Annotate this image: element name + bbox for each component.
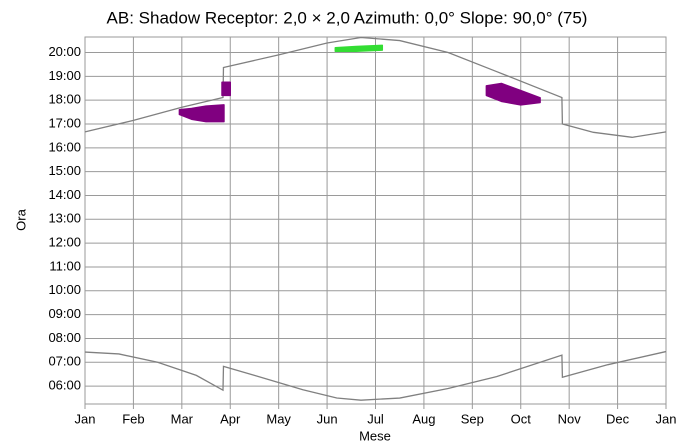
y-tick-label: 16:00: [48, 139, 81, 154]
x-tick-label: Nov: [558, 411, 582, 426]
y-tick-label: 13:00: [48, 211, 81, 226]
x-tick-label: Aug: [412, 411, 435, 426]
y-tick-label: 06:00: [48, 378, 81, 393]
x-tick-label: Sep: [461, 411, 484, 426]
shadow-area: [485, 82, 541, 106]
x-axis-label: Mese: [359, 428, 391, 443]
x-tick-label: Jul: [367, 411, 384, 426]
x-tick-label: Dec: [606, 411, 630, 426]
shadow-area: [178, 104, 225, 123]
x-tick-label: Jun: [317, 411, 338, 426]
x-tick-label: Jan: [656, 411, 677, 426]
y-tick-label: 10:00: [48, 282, 81, 297]
line: [84, 36, 667, 138]
x-tick-label: Jan: [75, 411, 96, 426]
shadow-area: [221, 81, 231, 97]
y-tick-label: 14:00: [48, 187, 81, 202]
y-tick-label: 20:00: [48, 44, 81, 59]
x-tick-label: Mar: [171, 411, 194, 426]
y-tick-label: 11:00: [49, 258, 81, 273]
y-tick-label: 19:00: [48, 68, 81, 83]
shadow-area: [334, 44, 384, 53]
y-tick-label: 07:00: [48, 354, 81, 369]
y-tick-label: 17:00: [48, 115, 81, 130]
y-tick-label: 08:00: [48, 330, 81, 345]
x-tick-label: May: [266, 411, 291, 426]
x-tick-label: Oct: [511, 411, 532, 426]
chart-title: AB: Shadow Receptor: 2,0 × 2,0 Azimuth: …: [107, 8, 588, 27]
x-tick-label: Apr: [220, 411, 241, 426]
y-tick-label: 12:00: [48, 235, 81, 250]
y-tick-label: 18:00: [48, 92, 81, 107]
y-tick-label: 09:00: [48, 306, 81, 321]
x-tick-label: Feb: [122, 411, 144, 426]
y-axis-label: Ora: [13, 208, 28, 230]
y-tick-label: 15:00: [48, 163, 81, 178]
line: [84, 350, 667, 401]
plot-frame: [84, 36, 667, 405]
